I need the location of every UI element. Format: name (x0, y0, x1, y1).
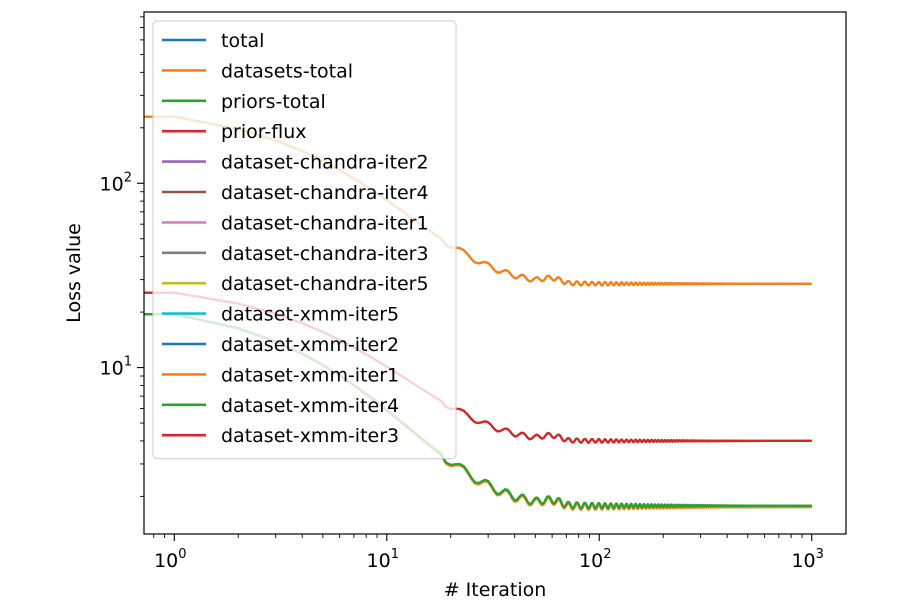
legend-label: dataset-xmm-iter2 (221, 334, 399, 356)
legend-box (152, 20, 457, 460)
y-tick-exponent: 1 (124, 355, 132, 370)
x-tick-label: 101 (367, 547, 399, 572)
x-tick-label: 103 (791, 547, 823, 572)
series-layer (144, 115, 813, 511)
x-tick-base: 10 (154, 550, 178, 572)
legend-label: dataset-chandra-iter5 (221, 273, 429, 295)
legend-label: total (221, 30, 264, 52)
series-line-dataset-xmm-iter3 (144, 291, 813, 444)
x-axis-label: # Iteration (444, 579, 547, 600)
series-line-datasets-total (144, 115, 813, 287)
legend-label: dataset-chandra-iter4 (221, 182, 429, 204)
series-line-dataset-xmm-iter4 (144, 313, 813, 510)
x-tick-exponent: 3 (816, 547, 824, 562)
legend-entry: dataset-xmm-iter2 (162, 334, 399, 356)
legend-label: dataset-xmm-iter3 (221, 425, 399, 447)
x-tick-exponent: 2 (603, 547, 611, 562)
legend: total datasets-total priors-total prior-flu… (152, 20, 457, 460)
x-tick-exponent: 0 (178, 547, 186, 562)
legend-label: dataset-chandra-iter1 (221, 212, 429, 234)
legend-entry: dataset-chandra-iter1 (162, 212, 429, 234)
legend-entry: prior-flux (162, 121, 306, 143)
legend-label: dataset-chandra-iter2 (221, 152, 429, 174)
legend-entry: dataset-chandra-iter3 (162, 243, 429, 265)
legend-label: dataset-xmm-iter4 (221, 395, 399, 417)
legend-entry: dataset-xmm-iter1 (162, 364, 399, 386)
y-tick-exponent: 2 (124, 170, 132, 185)
x-tick-label: 100 (154, 547, 186, 572)
plot-frame (143, 11, 847, 535)
legend-entry: dataset-xmm-iter3 (162, 425, 399, 447)
x-tick-base: 10 (791, 550, 815, 572)
x-tick-label: 102 (579, 547, 611, 572)
legend-label: datasets-total (221, 60, 353, 82)
y-tick-base: 10 (100, 358, 124, 380)
legend-entry: dataset-xmm-iter5 (162, 304, 399, 326)
legend-entry: dataset-chandra-iter5 (162, 273, 429, 295)
legend-entry: priors-total (162, 91, 326, 113)
y-tick-base: 10 (100, 173, 124, 195)
x-tick-exponent: 1 (391, 547, 399, 562)
y-tick-label: 101 (100, 355, 132, 380)
legend-label: dataset-xmm-iter5 (221, 304, 399, 326)
x-tick-base: 10 (367, 550, 391, 572)
legend-label: priors-total (221, 91, 326, 113)
legend-entry: dataset-xmm-iter4 (162, 395, 399, 417)
x-tick-base: 10 (579, 550, 603, 572)
legend-label: dataset-xmm-iter1 (221, 364, 399, 386)
legend-entry: datasets-total (162, 60, 353, 82)
legend-entry: dataset-chandra-iter4 (162, 182, 429, 204)
legend-entry: dataset-chandra-iter2 (162, 152, 429, 174)
y-axis-label: Loss value (63, 223, 85, 323)
legend-label: prior-flux (221, 121, 306, 143)
legend-entry: total (162, 30, 264, 52)
legend-label: dataset-chandra-iter3 (221, 243, 429, 265)
y-tick-label: 102 (100, 170, 132, 195)
